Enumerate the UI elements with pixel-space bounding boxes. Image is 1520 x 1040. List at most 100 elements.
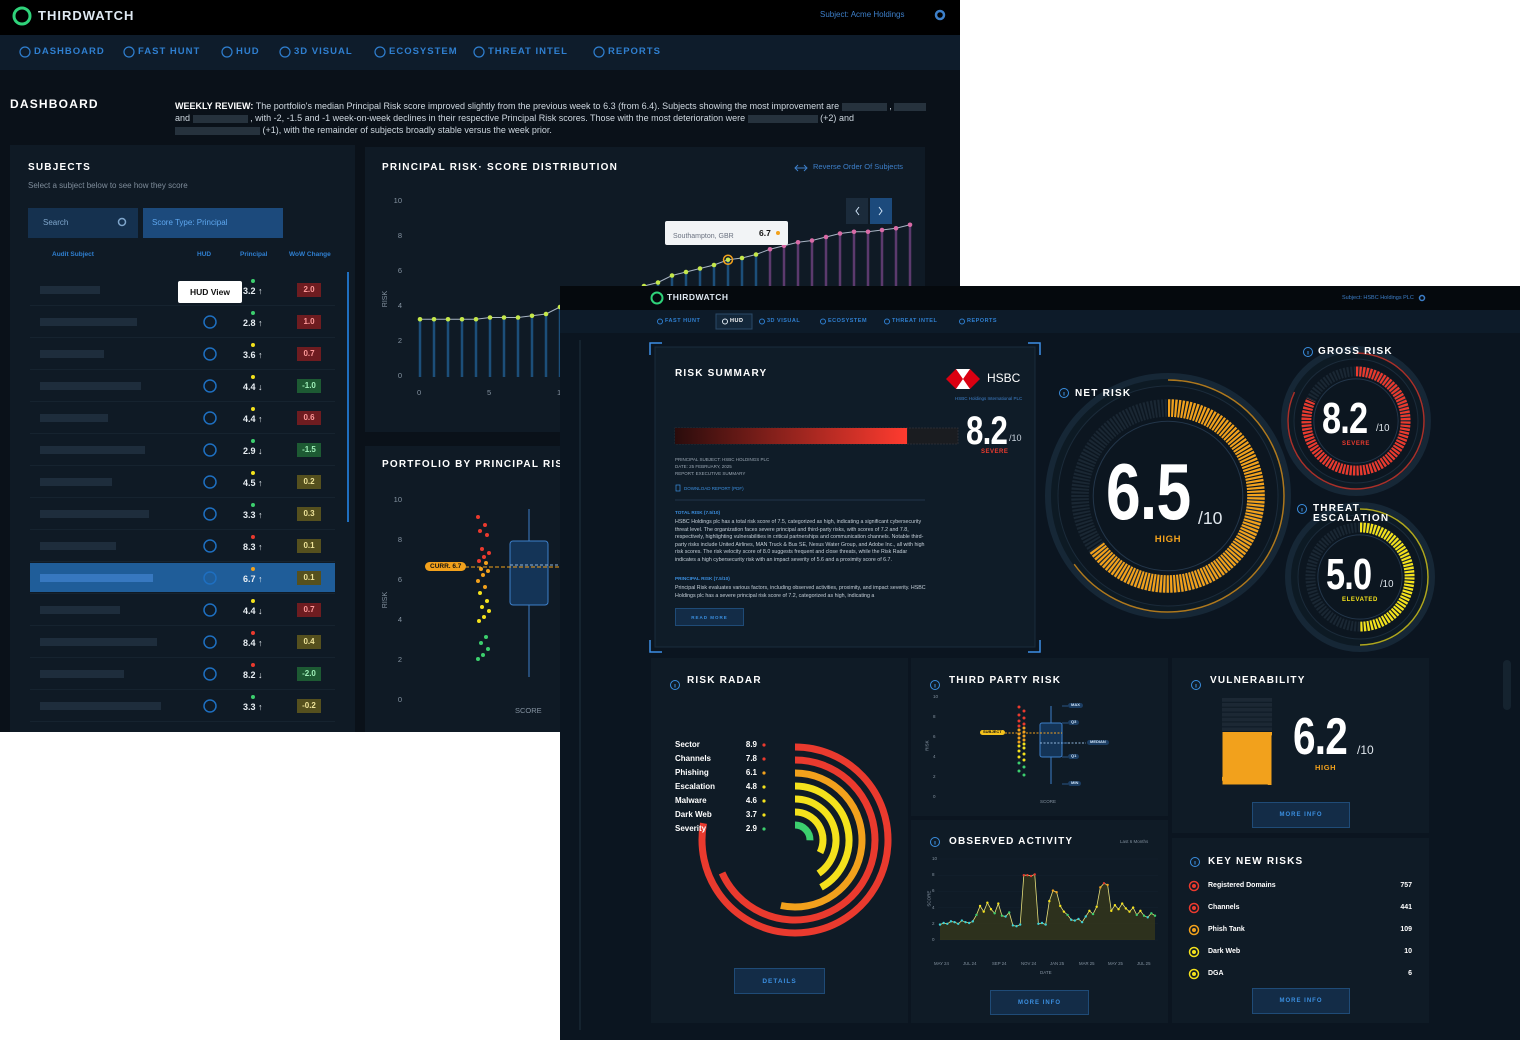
column-header[interactable]: Audit Subject <box>52 251 94 258</box>
chart-link[interactable]: Reverse Order Of Subjects <box>813 162 904 171</box>
row-divider <box>30 593 335 594</box>
radar-arc <box>794 808 827 855</box>
principal-dot <box>251 663 255 667</box>
score-type[interactable]: Score Type: Principal <box>152 218 228 227</box>
redacted-name <box>175 126 260 135</box>
column-header[interactable]: WoW Change <box>289 251 331 258</box>
subject-name-redacted <box>40 286 100 294</box>
gauge-disk <box>1297 514 1423 640</box>
more-info-button[interactable]: MORE INFO <box>1252 988 1350 1014</box>
activity-point <box>949 920 953 923</box>
vulnerability-level: HIGH <box>1315 763 1337 772</box>
nav-item[interactable]: REPORTS <box>967 318 998 324</box>
more-info-button[interactable]: MORE INFO <box>1252 802 1350 828</box>
score-point <box>529 313 535 319</box>
activity-point <box>997 902 1000 905</box>
nav-item[interactable]: 3D VISUAL <box>294 46 353 57</box>
row-divider <box>30 497 335 498</box>
box-label: Q3 <box>1068 719 1080 726</box>
nav-item[interactable]: FAST HUNT <box>138 46 201 57</box>
panel-title: RISK RADAR <box>687 675 762 686</box>
nav-icon <box>221 46 233 58</box>
logo-mark-inner <box>956 369 970 389</box>
column-header[interactable]: HUD <box>197 251 212 258</box>
score-point <box>515 315 521 320</box>
subject-name-redacted <box>40 446 145 454</box>
nav-icon <box>820 318 826 325</box>
risk-name: Channels <box>1208 904 1240 911</box>
wow-change: -1.0 <box>297 379 321 393</box>
settings-icon <box>1418 294 1426 302</box>
risk-name: Registered Domains <box>1208 882 1276 889</box>
score-point <box>767 246 773 252</box>
activity-point <box>1022 874 1026 877</box>
x-axis-label: SCORE <box>515 706 542 715</box>
wow-change: 0.7 <box>297 603 321 617</box>
principal-dot <box>251 599 255 603</box>
subject-selector[interactable]: Subject: Acme Holdings <box>820 10 905 19</box>
subject-selector[interactable]: Subject: HSBC Holdings PLC <box>1342 295 1414 301</box>
subject-name-redacted <box>40 574 153 582</box>
score-point <box>711 262 717 268</box>
radar-arc <box>794 821 814 841</box>
column-header[interactable]: Principal <box>240 251 268 258</box>
score-point <box>837 231 843 236</box>
activity-point <box>1033 873 1036 876</box>
risk-indicator <box>1188 946 1200 958</box>
principal-score: 2.8 ↑ <box>243 318 263 328</box>
nav-item[interactable]: THREAT INTEL <box>892 318 938 324</box>
nav-item[interactable]: ECOSYSTEM <box>389 46 458 57</box>
portfolio-point <box>487 609 491 613</box>
nav-item[interactable]: THREAT INTEL <box>488 46 568 57</box>
review-lead: WEEKLY REVIEW: <box>175 101 254 111</box>
tooltip-box <box>665 221 788 245</box>
panel-title: VULNERABILITY <box>1210 675 1306 686</box>
nav-item[interactable]: HUD <box>236 46 260 57</box>
nav-icon <box>759 318 765 325</box>
y-tick-label: 0 <box>397 371 402 380</box>
settings-icon <box>934 9 946 21</box>
wow-change: -1.5 <box>297 443 321 457</box>
read-more-button[interactable]: READ MORE <box>675 608 744 626</box>
activity-point <box>993 912 996 915</box>
y-tick-label: 0 <box>933 794 936 799</box>
gauge-score: 5.0 <box>1325 549 1372 599</box>
activity-point <box>1142 914 1146 917</box>
activity-point <box>1008 911 1011 914</box>
nav-item[interactable]: FAST HUNT <box>665 318 701 324</box>
chart-title: PRINCIPAL RISK· SCORE DISTRIBUTION <box>382 162 618 173</box>
portfolio-point <box>483 523 487 527</box>
radar-value: 6.1 <box>745 768 757 777</box>
nav-item[interactable]: 3D VISUAL <box>767 318 801 324</box>
nav-item[interactable]: ECOSYSTEM <box>828 318 868 324</box>
hud-button <box>203 507 217 521</box>
row-divider <box>30 529 335 530</box>
hud-graphics <box>560 286 1520 1030</box>
x-tick-label: JUL 24 <box>963 961 977 966</box>
nav-item[interactable]: REPORTS <box>608 46 661 57</box>
activity-point <box>1059 904 1062 908</box>
more-info-button[interactable]: MORE INFO <box>990 990 1089 1015</box>
download-link[interactable]: DOWNLOAD REPORT (PDF) <box>684 486 744 491</box>
principal-dot <box>251 279 255 283</box>
activity-point <box>938 923 942 926</box>
section-text: HSBC Holdings plc has a total risk score… <box>675 519 925 563</box>
gauge-arc <box>1089 399 1265 593</box>
nav-item[interactable]: DASHBOARD <box>34 46 105 57</box>
portfolio-point <box>485 599 489 603</box>
details-button[interactable]: DETAILS <box>734 968 825 994</box>
portfolio-point <box>480 547 484 551</box>
gauge-arc <box>1301 366 1411 476</box>
score-point <box>753 252 759 257</box>
logo-text: HSBC <box>987 371 1021 385</box>
x-tick-label: SEP 24 <box>992 961 1007 966</box>
top-bar <box>560 286 1520 310</box>
search-input[interactable]: Search <box>43 218 69 227</box>
activity-point <box>1131 906 1135 909</box>
nav-item[interactable]: HUD <box>730 318 744 324</box>
risk-indicator-core <box>1192 972 1196 976</box>
gauge-level: SEVERE <box>1342 441 1370 447</box>
third-party-point <box>1017 755 1021 759</box>
row-divider <box>30 337 335 338</box>
scrollbar <box>347 272 349 522</box>
